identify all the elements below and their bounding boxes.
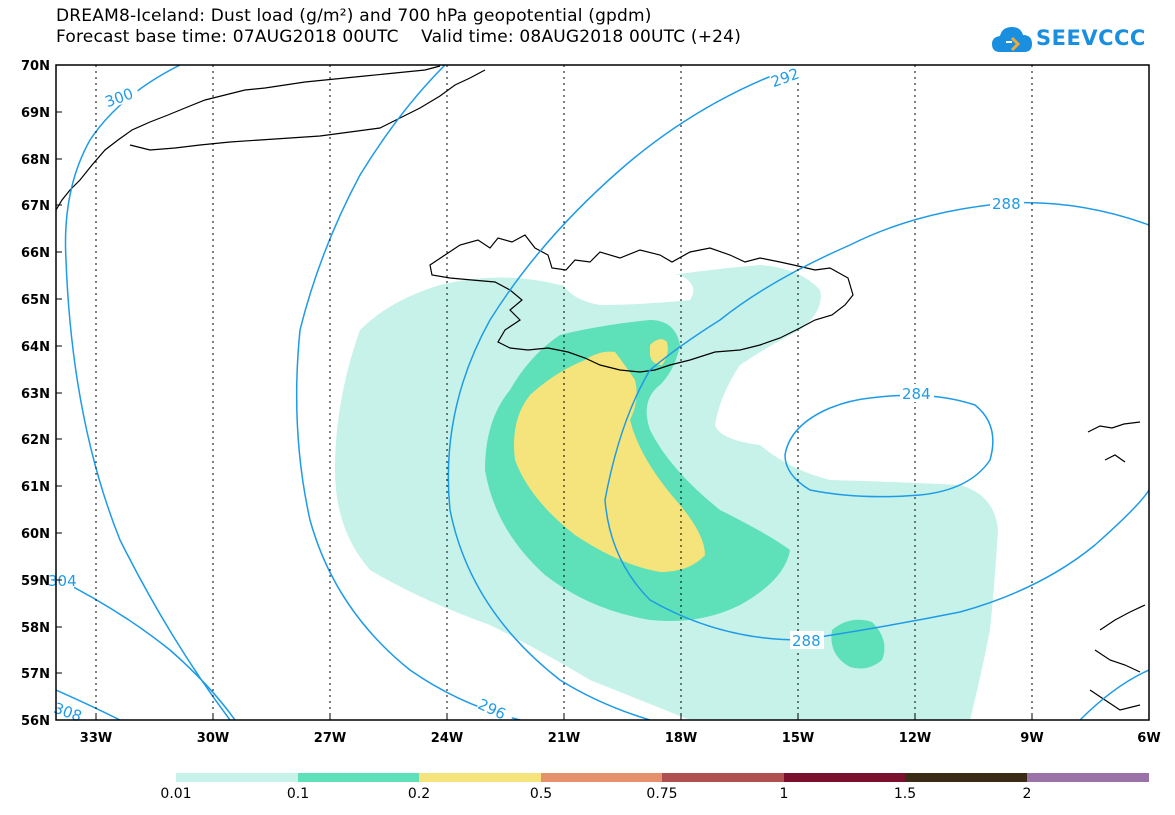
- contour-288-east: [1079, 669, 1149, 720]
- contour-304: [56, 577, 236, 720]
- dust-gap-iceland: [560, 273, 694, 305]
- colorbar-label-0.75: 0.75: [646, 786, 678, 802]
- contour-288: [604, 201, 1149, 641]
- lon-label-33w: 33W: [80, 731, 112, 746]
- colorbar-swatch-5: [784, 773, 905, 782]
- lon-label-27w: 27W: [314, 731, 346, 746]
- colorbar-swatch-1: [298, 773, 419, 782]
- map-title-line-2: Forecast base time: 07AUG2018 00UTC Vali…: [56, 27, 742, 47]
- contour-label-304: 304: [48, 572, 77, 590]
- colorbar-swatch-3: [541, 773, 662, 782]
- lon-label-18w: 18W: [665, 731, 697, 746]
- coastline-scotland: [1087, 421, 1146, 711]
- grid-lines: [95, 65, 1033, 720]
- contour-308: [56, 689, 121, 720]
- longitude-axis: 33W 30W 27W 24W 21W 18W 15W 12W 9W 6W: [80, 714, 1161, 746]
- colorbar-swatch-0: [176, 773, 298, 782]
- contour-label-284: 284: [902, 385, 931, 403]
- lon-label-21w: 21W: [548, 731, 580, 746]
- map-title-line-1: DREAM8-Iceland: Dust load (g/m²) and 700…: [56, 6, 652, 26]
- lat-label-58n: 58N: [21, 621, 50, 636]
- dust-shade-0.2: [514, 351, 705, 572]
- colorbar-swatch-2: [419, 773, 541, 782]
- lat-label-64n: 64N: [21, 340, 50, 355]
- colorbar-swatch-4: [662, 773, 784, 782]
- latitude-axis: 70N 69N 68N 67N 66N 65N 64N 63N 62N 61N …: [21, 59, 62, 729]
- lon-label-15w: 15W: [782, 731, 814, 746]
- coastline-iceland: [429, 234, 854, 373]
- colorbar: [176, 773, 1149, 782]
- lon-label-9w: 9W: [1020, 731, 1043, 746]
- contour-300: [64, 65, 231, 720]
- lat-label-59n: 59N: [21, 574, 50, 589]
- lat-label-60n: 60N: [21, 527, 50, 542]
- geopotential-contours: [56, 65, 1149, 720]
- lon-label-12w: 12W: [899, 731, 931, 746]
- lat-label-57n: 57N: [21, 667, 50, 682]
- contour-label-288-north: 288: [992, 195, 1021, 213]
- lat-label-65n: 65N: [21, 293, 50, 308]
- contour-284: [784, 394, 994, 498]
- logo-text: SEEVCCC: [1036, 26, 1146, 50]
- colorbar-label-1: 1: [779, 786, 789, 802]
- lat-label-67n: 67N: [21, 199, 50, 214]
- contour-label-288-south: 288: [792, 632, 821, 650]
- colorbar-swatch-6: [905, 773, 1027, 782]
- contour-296: [295, 65, 521, 720]
- lon-label-24w: 24W: [431, 731, 463, 746]
- lon-label-30w: 30W: [197, 731, 229, 746]
- lon-label-6w: 6W: [1137, 731, 1160, 746]
- lat-label-56n: 56N: [21, 714, 50, 729]
- cloud-icon: [992, 27, 1032, 52]
- lat-label-62n: 62N: [21, 433, 50, 448]
- colorbar-label-0.01: 0.01: [160, 786, 192, 802]
- coastline-group: [56, 65, 1146, 711]
- colorbar-label-2: 2: [1022, 786, 1032, 802]
- contour-292: [447, 65, 801, 720]
- colorbar-label-0.1: 0.1: [286, 786, 310, 802]
- contour-label-group: 300 292 288 284 288 296 304 308: [48, 60, 1024, 726]
- lat-label-63n: 63N: [21, 387, 50, 402]
- dust-blob-south: [831, 619, 885, 669]
- colorbar-label-0.2: 0.2: [407, 786, 431, 802]
- lat-label-66n: 66N: [21, 246, 50, 261]
- lat-label-70n: 70N: [21, 59, 50, 74]
- lat-label-69n: 69N: [21, 106, 50, 121]
- seevccc-logo: SEEVCCC: [990, 22, 1145, 58]
- lat-label-61n: 61N: [21, 480, 50, 495]
- colorbar-label-0.5: 0.5: [529, 786, 553, 802]
- colorbar-label-1.5: 1.5: [893, 786, 917, 802]
- colorbar-swatch-7: [1027, 773, 1149, 782]
- lat-label-68n: 68N: [21, 153, 50, 168]
